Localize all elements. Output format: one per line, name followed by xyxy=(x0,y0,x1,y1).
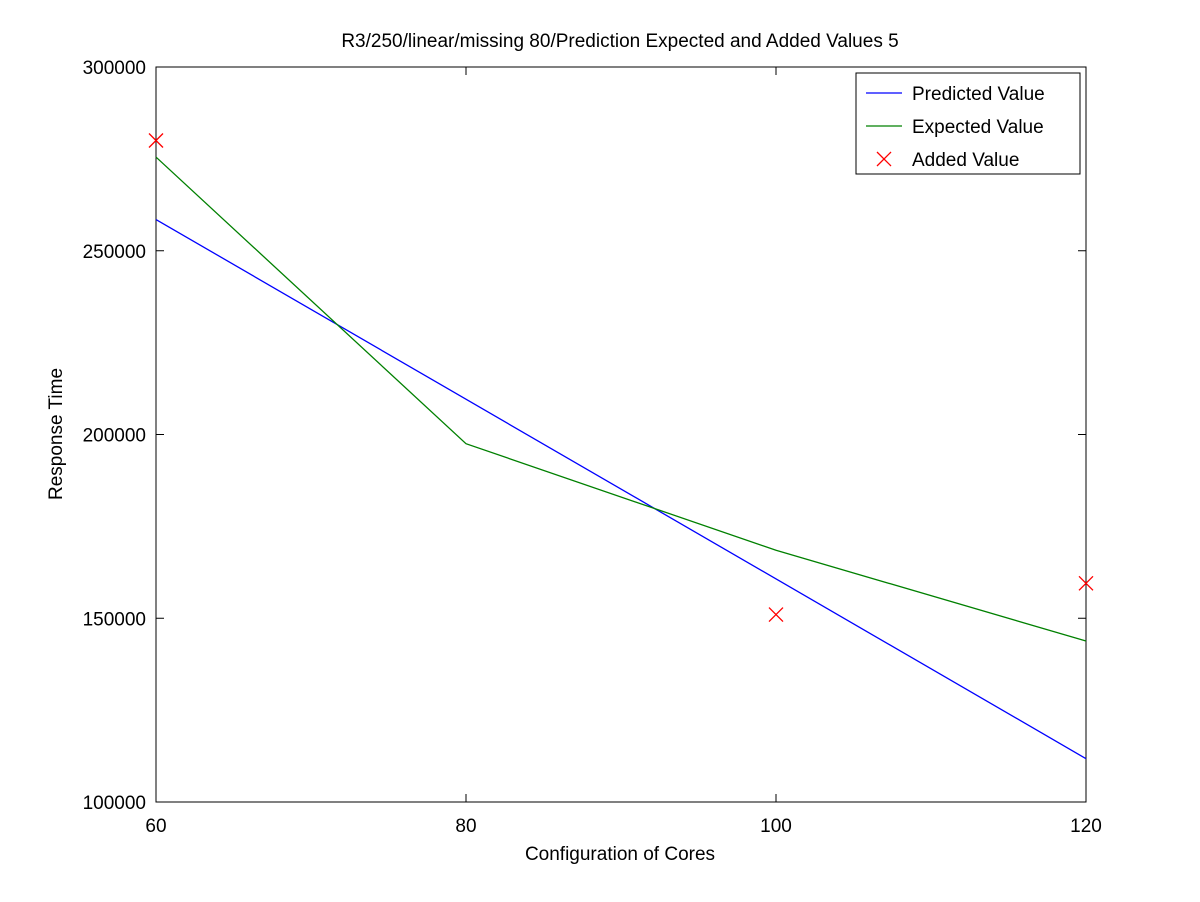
plot-frame xyxy=(155,66,1087,803)
chart-title: R3/250/linear/missing 80/Prediction Expe… xyxy=(341,31,898,52)
x-marker-stroke xyxy=(148,133,164,148)
x-marker-stroke xyxy=(1078,575,1094,591)
y-tick-label: 300000 xyxy=(83,58,146,79)
plot-area xyxy=(148,133,1094,760)
legend: Predicted Value Expected Value Added Value xyxy=(855,72,1081,175)
y-tick-label: 250000 xyxy=(83,242,146,263)
expected-value-line xyxy=(155,156,1087,642)
x-tick-label: 120 xyxy=(1070,816,1102,837)
legend-label-added-value: Added Value xyxy=(912,150,1019,171)
added-value-marker xyxy=(768,607,784,623)
x-tick-label: 100 xyxy=(760,816,792,837)
x-marker-stroke xyxy=(876,151,892,167)
y-tick-label: 150000 xyxy=(83,609,146,630)
y-tick-label: 200000 xyxy=(83,426,146,447)
legend-label-predicted-value: Predicted Value xyxy=(912,84,1045,105)
added-value-marker xyxy=(1078,575,1094,591)
y-axis-title: Response Time xyxy=(46,368,67,500)
legend-box xyxy=(855,72,1081,175)
x-axis-title: Configuration of Cores xyxy=(525,844,715,865)
axes: 60 80 100 120 100000 150000 200000 250000 300000 xyxy=(83,58,1102,837)
x-tick-label: 60 xyxy=(145,816,166,837)
y-tick-label: 100000 xyxy=(83,793,146,814)
x-marker-stroke xyxy=(768,607,784,623)
added-value-marker xyxy=(148,133,164,148)
legend-label-expected-value: Expected Value xyxy=(912,117,1044,138)
predicted-value-line xyxy=(155,218,1087,760)
legend-swatch-added-value xyxy=(876,151,892,167)
x-tick-label: 80 xyxy=(455,816,476,837)
